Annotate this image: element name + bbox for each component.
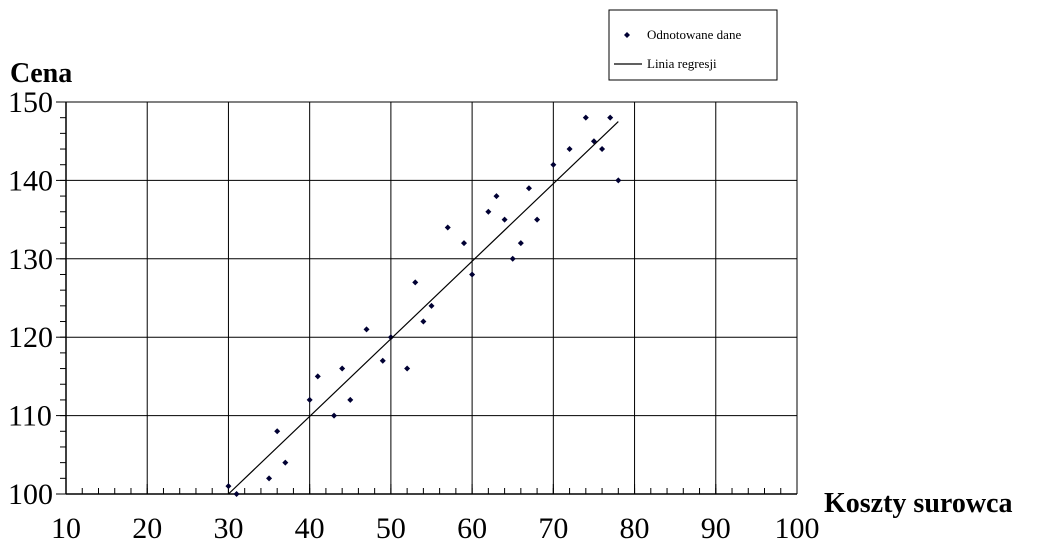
legend: Odnotowane dane Linia regresji: [608, 9, 778, 81]
x-tick-label-20: 20: [132, 512, 162, 545]
legend-box: [608, 9, 778, 81]
x-tick-label-100: 100: [775, 512, 820, 545]
x-tick-label-30: 30: [213, 512, 243, 545]
data-point-31: [599, 146, 606, 153]
data-point-25: [525, 185, 532, 192]
data-point-4: [282, 459, 289, 466]
data-point-24: [517, 240, 524, 247]
data-point-3: [274, 428, 281, 435]
x-tick-label-10: 10: [51, 512, 81, 545]
data-point-16: [428, 302, 435, 309]
x-tick-label-80: 80: [620, 512, 650, 545]
data-point-13: [404, 365, 411, 372]
data-point-2: [266, 475, 273, 482]
legend-label-1: Linia regresji: [647, 56, 717, 71]
data-point-20: [485, 208, 492, 215]
data-point-5: [306, 396, 313, 403]
x-tick-label-90: 90: [701, 512, 731, 545]
y-tick-label-140: 140: [8, 164, 53, 197]
data-point-19: [469, 271, 476, 278]
y-tick-label-130: 130: [8, 243, 53, 276]
y-tick-label-110: 110: [8, 400, 52, 433]
data-point-21: [493, 193, 500, 200]
data-point-26: [534, 216, 541, 223]
data-point-0: [225, 483, 232, 490]
legend-label-0: Odnotowane dane: [647, 27, 741, 42]
data-point-12: [387, 334, 394, 341]
data-point-29: [582, 114, 589, 121]
data-point-18: [460, 240, 467, 247]
data-point-23: [509, 255, 516, 262]
x-tick-label-40: 40: [295, 512, 325, 545]
y-axis-title: Cena: [10, 58, 72, 89]
data-point-10: [363, 326, 370, 333]
x-axis-title: Koszty surowca: [824, 488, 1012, 519]
x-tick-label-60: 60: [457, 512, 487, 545]
legend-entries: Odnotowane dane Linia regresji: [614, 27, 741, 71]
y-tick-label-120: 120: [8, 321, 53, 354]
y-tick-label-150: 150: [8, 86, 53, 119]
regression-line: [228, 121, 619, 495]
x-tick-labels: 10 20 30 40 50 60 70 80 90 100: [51, 512, 820, 545]
data-point-27: [550, 161, 557, 168]
data-point-8: [339, 365, 346, 372]
series-regression-line: [228, 121, 619, 495]
data-point-28: [566, 146, 573, 153]
x-tick-label-50: 50: [376, 512, 406, 545]
data-point-11: [379, 357, 386, 364]
y-tick-label-100: 100: [8, 478, 53, 511]
data-point-7: [331, 412, 338, 419]
data-point-32: [607, 114, 614, 121]
legend-point-symbol: [624, 32, 630, 38]
y-tick-labels: 100 110 120 130 140 150: [8, 86, 53, 511]
data-point-9: [347, 396, 354, 403]
axes: [56, 101, 798, 495]
data-point-17: [444, 224, 451, 231]
series-layer: [225, 114, 622, 497]
data-point-6: [314, 373, 321, 380]
data-point-33: [615, 177, 622, 184]
data-point-14: [412, 279, 419, 286]
data-point-1: [233, 491, 240, 497]
x-tick-label-70: 70: [538, 512, 568, 545]
data-point-15: [420, 318, 427, 325]
series-data-points: [225, 114, 622, 497]
data-point-22: [501, 216, 508, 223]
